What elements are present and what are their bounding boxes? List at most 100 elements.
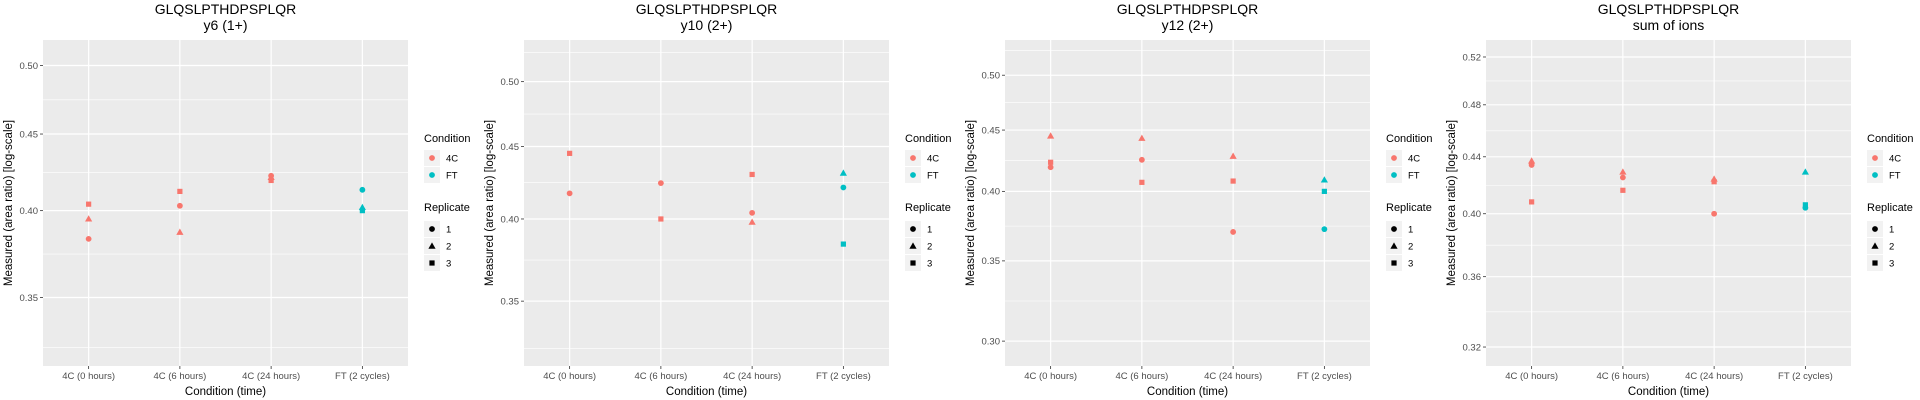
legend-condition-marker xyxy=(910,155,916,161)
y-tick-label: 0.40 xyxy=(982,187,1001,198)
data-point xyxy=(658,216,664,222)
y-tick-label: 0.50 xyxy=(501,77,520,88)
chart-subtitle: y10 (2+) xyxy=(681,17,733,33)
legend-replicate-marker xyxy=(1391,226,1397,232)
chart-panel-2: 0.35 0.40 0.45 0.50 4C (0 hours) 4C (6 hours)… xyxy=(484,1,951,398)
data-point xyxy=(1711,179,1717,185)
x-tick-label: 4C (6 hours) xyxy=(634,371,687,382)
legend-replicate-label: 1 xyxy=(446,225,451,236)
y-tick-label: 0.40 xyxy=(501,214,520,225)
legend-replicate-label: 2 xyxy=(927,242,932,253)
y-tick-label: 0.50 xyxy=(982,71,1001,82)
x-tick-label: 4C (24 hours) xyxy=(1685,371,1743,382)
data-point xyxy=(1048,159,1054,165)
plot-background xyxy=(1005,40,1370,366)
data-point xyxy=(1320,176,1328,183)
legend-replicate-marker xyxy=(1872,260,1878,266)
data-point xyxy=(1619,174,1626,181)
data-point xyxy=(177,188,183,195)
legend-condition-marker xyxy=(1872,172,1878,178)
x-tick-label: FT (2 cycles) xyxy=(335,371,390,382)
legend-replicate-marker xyxy=(1391,260,1397,266)
x-tick-label: 4C (0 hours) xyxy=(62,371,115,382)
legend-replicate-marker xyxy=(910,260,916,266)
legend-condition-label: FT xyxy=(927,171,939,182)
data-point xyxy=(85,235,92,242)
legend-replicate-title: Replicate xyxy=(905,202,951,214)
x-axis-title: Condition (time) xyxy=(666,386,747,398)
legend-replicate-label: 1 xyxy=(1408,225,1413,236)
legend: Condition 4C FT Replicate 1 2 3 xyxy=(1867,133,1913,271)
data-point xyxy=(1139,179,1145,185)
legend-replicate-label: 2 xyxy=(446,242,451,253)
data-point xyxy=(359,186,366,193)
legend-replicate-marker xyxy=(909,242,917,249)
legend-replicate-marker xyxy=(429,226,435,232)
plot-background xyxy=(524,40,889,366)
data-point xyxy=(657,180,664,187)
legend-condition-marker xyxy=(1391,172,1397,178)
chart-title: GLQSLPTHDPSPLQR xyxy=(1598,1,1740,17)
legend-condition-title: Condition xyxy=(905,133,951,145)
y-tick-label: 0.45 xyxy=(20,129,39,140)
chart-panel-3: 0.30 0.35 0.40 0.45 0.50 4C (0 hours) 4C (6 ho… xyxy=(965,1,1432,398)
y-tick-label: 0.48 xyxy=(1463,100,1482,111)
data-point xyxy=(1528,157,1536,164)
legend-condition-marker xyxy=(429,172,435,178)
legend: Condition 4C FT Replicate 1 2 3 xyxy=(1386,133,1432,271)
data-point xyxy=(1801,168,1809,175)
y-axis-title: Measured (area ratio) [log-scale] xyxy=(484,120,496,286)
x-tick-label: 4C (0 hours) xyxy=(1024,371,1077,382)
legend-condition-label: 4C xyxy=(927,154,939,165)
legend-condition-label: 4C xyxy=(1889,154,1901,165)
data-point xyxy=(749,209,756,216)
y-tick-label: 0.32 xyxy=(1463,342,1482,353)
y-axis-title: Measured (area ratio) [log-scale] xyxy=(3,120,15,286)
legend-condition-label: FT xyxy=(1889,171,1901,182)
x-tick-label: FT (2 cycles) xyxy=(1778,371,1833,382)
legend-replicate-marker xyxy=(429,260,435,266)
data-point xyxy=(1619,168,1627,175)
legend-replicate-title: Replicate xyxy=(1867,202,1913,214)
data-point xyxy=(85,215,93,222)
y-tick-label: 0.35 xyxy=(982,256,1001,267)
legend-replicate-label: 3 xyxy=(1889,259,1894,270)
legend-condition-marker xyxy=(1391,155,1397,161)
data-point xyxy=(86,201,92,207)
chart-title: GLQSLPTHDPSPLQR xyxy=(1117,1,1259,17)
y-tick-label: 0.45 xyxy=(501,142,520,153)
x-axis-title: Condition (time) xyxy=(1628,386,1709,398)
legend-condition-marker xyxy=(910,172,916,178)
chart-subtitle: sum of ions xyxy=(1633,17,1705,33)
data-point xyxy=(1802,202,1808,208)
x-tick-label: FT (2 cycles) xyxy=(816,371,871,382)
legend-replicate-title: Replicate xyxy=(424,202,470,214)
x-axis-title: Condition (time) xyxy=(1147,386,1228,398)
y-tick-label: 0.40 xyxy=(1463,209,1482,220)
legend-replicate-marker xyxy=(1872,226,1878,232)
y-axis-title: Measured (area ratio) [log-scale] xyxy=(965,120,977,286)
x-tick-label: 4C (6 hours) xyxy=(1596,371,1649,382)
data-point xyxy=(1229,152,1237,159)
x-tick-label: 4C (24 hours) xyxy=(1204,371,1262,382)
data-point xyxy=(268,177,274,184)
data-point xyxy=(566,190,573,197)
legend-replicate-label: 2 xyxy=(1889,242,1894,253)
data-point xyxy=(1321,226,1328,233)
data-point xyxy=(1321,188,1327,194)
data-point xyxy=(1711,210,1718,217)
y-tick-label: 0.35 xyxy=(20,293,39,304)
chart-subtitle: y6 (1+) xyxy=(204,17,248,33)
legend-replicate-label: 1 xyxy=(927,225,932,236)
x-axis-title: Condition (time) xyxy=(185,386,266,398)
legend-replicate-marker xyxy=(428,242,436,249)
x-tick-label: 4C (6 hours) xyxy=(1115,371,1168,382)
data-point xyxy=(1138,156,1145,163)
chart-title: GLQSLPTHDPSPLQR xyxy=(636,1,778,17)
legend-condition-label: FT xyxy=(446,171,458,182)
data-point xyxy=(1138,134,1146,141)
data-point xyxy=(1230,229,1237,235)
plot-background xyxy=(43,40,408,366)
legend: Condition 4C FT Replicate 1 2 3 xyxy=(424,133,470,271)
legend-condition-label: FT xyxy=(1408,171,1420,182)
